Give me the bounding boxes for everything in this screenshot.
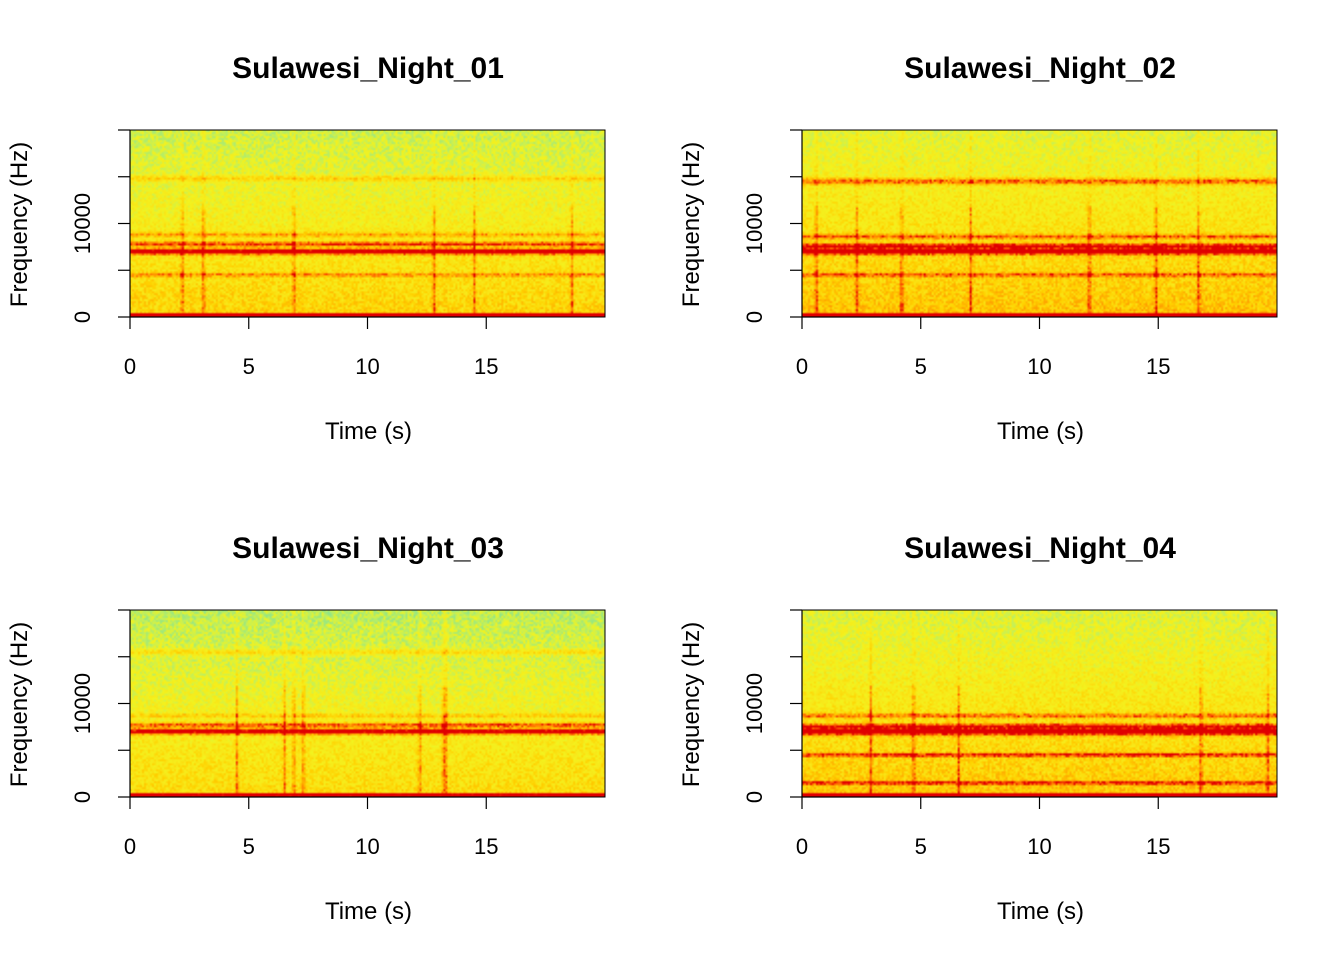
spectrogram-image — [130, 130, 605, 317]
x-tick-label: 15 — [474, 354, 498, 379]
x-tick-label: 15 — [1146, 354, 1170, 379]
y-tick-label: 10000 — [70, 673, 95, 734]
x-tick-label: 0 — [796, 354, 808, 379]
panel-title: Sulawesi_Night_03 — [232, 532, 504, 565]
plot-frame — [801, 609, 1278, 798]
x-axis-title: Time (s) — [325, 898, 412, 925]
spectrogram-image — [802, 130, 1277, 317]
panel-title: Sulawesi_Night_04 — [904, 532, 1176, 565]
y-tick-label: 0 — [742, 311, 767, 323]
plot-frame — [801, 129, 1278, 318]
y-tick-label: 0 — [742, 791, 767, 803]
panel-title: Sulawesi_Night_02 — [904, 52, 1176, 85]
x-tick-label: 5 — [243, 354, 255, 379]
x-axis-title: Time (s) — [997, 898, 1084, 925]
spectrogram-image — [802, 610, 1277, 797]
x-tick-label: 15 — [1146, 834, 1170, 859]
x-axis-title: Time (s) — [325, 418, 412, 445]
x-tick-label: 5 — [915, 834, 927, 859]
y-tick-label: 10000 — [70, 193, 95, 254]
x-tick-label: 5 — [915, 354, 927, 379]
y-axis-title: Frequency (Hz) — [678, 622, 705, 787]
x-tick-label: 10 — [355, 834, 379, 859]
y-tick-label: 10000 — [742, 193, 767, 254]
y-tick-label: 0 — [70, 791, 95, 803]
y-axis-title: Frequency (Hz) — [6, 622, 33, 787]
spectrogram-image — [130, 610, 605, 797]
x-tick-label: 10 — [1027, 354, 1051, 379]
y-axis-title: Frequency (Hz) — [678, 142, 705, 307]
y-tick-label: 10000 — [742, 673, 767, 734]
y-axis-title: Frequency (Hz) — [6, 142, 33, 307]
plot-frame — [129, 609, 606, 798]
panel-title: Sulawesi_Night_01 — [232, 52, 504, 85]
x-tick-label: 10 — [1027, 834, 1051, 859]
x-tick-label: 0 — [796, 834, 808, 859]
x-tick-label: 10 — [355, 354, 379, 379]
x-tick-label: 5 — [243, 834, 255, 859]
x-tick-label: 15 — [474, 834, 498, 859]
x-tick-label: 0 — [124, 834, 136, 859]
y-tick-label: 0 — [70, 311, 95, 323]
x-tick-label: 0 — [124, 354, 136, 379]
x-axis-title: Time (s) — [997, 418, 1084, 445]
plot-frame — [129, 129, 606, 318]
